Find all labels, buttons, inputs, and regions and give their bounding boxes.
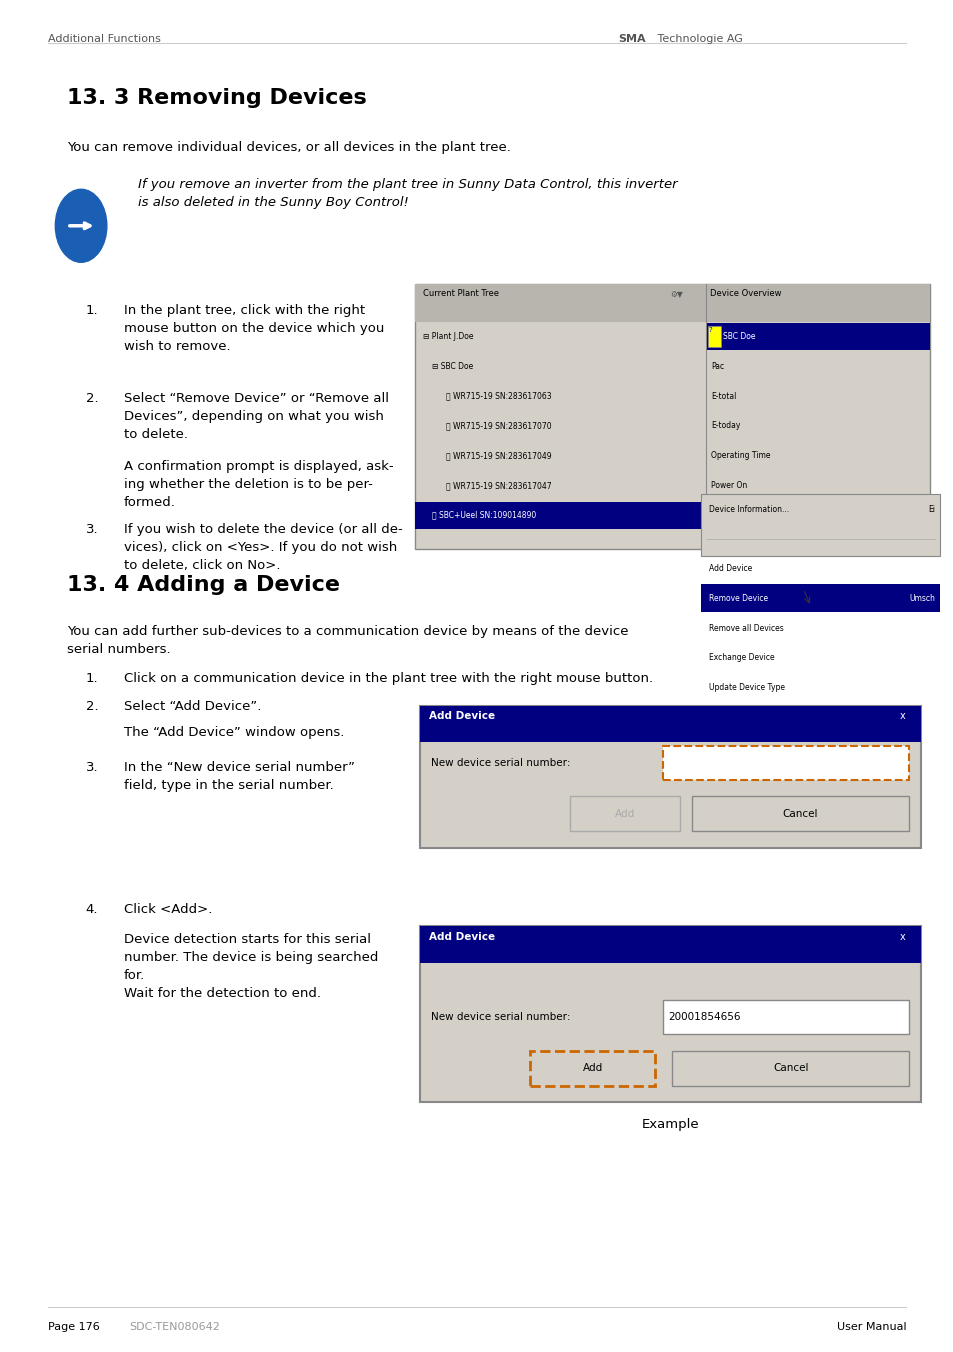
Text: 3.: 3.	[86, 761, 98, 775]
Bar	[415, 284, 705, 322]
Text: You can remove individual devices, or all devices in the plant tree.: You can remove individual devices, or al…	[67, 141, 510, 154]
Text: 20001854656: 20001854656	[667, 1013, 740, 1022]
Bar	[707, 326, 720, 347]
Text: Remove all Devices: Remove all Devices	[708, 623, 782, 633]
Circle shape	[55, 189, 107, 262]
Text: 💥 SBC+Ueel SN:109014890: 💥 SBC+Ueel SN:109014890	[432, 511, 536, 519]
Bar	[700, 584, 939, 612]
Text: SMA: SMA	[618, 34, 645, 43]
Text: 2.: 2.	[86, 392, 98, 406]
Text: Ei: Ei	[927, 504, 934, 514]
Text: Cancel: Cancel	[781, 808, 818, 819]
Bar	[662, 1000, 908, 1034]
Text: 💥 WR715-19 SN:283617070: 💥 WR715-19 SN:283617070	[445, 422, 551, 430]
Text: Power On: Power On	[710, 481, 746, 489]
Text: Page 176: Page 176	[48, 1322, 99, 1332]
Text: Add: Add	[615, 808, 635, 819]
Text: Click <Add>.: Click <Add>.	[124, 903, 213, 917]
Text: x: x	[899, 932, 904, 941]
Text: New device serial number:: New device serial number:	[431, 1011, 570, 1022]
Text: x: x	[899, 711, 904, 721]
Text: Current Plant Tree: Current Plant Tree	[422, 289, 498, 299]
Text: 💥 WR715-19 SN:283617047: 💥 WR715-19 SN:283617047	[445, 481, 551, 489]
Text: ⊟ SBC Doe: ⊟ SBC Doe	[432, 362, 473, 370]
Text: A confirmation prompt is displayed, ask-
ing whether the deletion is to be per-
: A confirmation prompt is displayed, ask-…	[124, 460, 394, 508]
Text: 13. 4 Adding a Device: 13. 4 Adding a Device	[67, 575, 339, 595]
Text: You can add further sub-devices to a communication device by means of the device: You can add further sub-devices to a com…	[67, 625, 628, 656]
Text: Add: Add	[582, 1063, 602, 1073]
Text: The “Add Device” window opens.: The “Add Device” window opens.	[124, 726, 344, 740]
Text: User Manual: User Manual	[836, 1322, 905, 1332]
Text: Operating Time: Operating Time	[710, 452, 769, 460]
Text: Device Overview: Device Overview	[709, 289, 781, 299]
Text: Add Device: Add Device	[708, 564, 751, 573]
Text: Update Device Type: Update Device Type	[708, 683, 784, 692]
Text: SBC Doe: SBC Doe	[722, 333, 755, 341]
Text: 1.: 1.	[86, 304, 98, 318]
Bar	[419, 706, 920, 848]
Bar	[705, 323, 929, 350]
Bar	[705, 284, 929, 322]
Text: Example: Example	[640, 1118, 699, 1132]
Bar	[419, 926, 920, 963]
Text: ⚙▼: ⚙▼	[669, 289, 681, 299]
Text: If you wish to delete the device (or all de-
vices), click on <Yes>. If you do n: If you wish to delete the device (or all…	[124, 523, 402, 572]
Text: E-total: E-total	[710, 392, 736, 400]
Text: Device detection starts for this serial
number. The device is being searched
for: Device detection starts for this serial …	[124, 933, 378, 1000]
Text: 3.: 3.	[86, 523, 98, 537]
Text: 💥 WR715-19 SN:283617063: 💥 WR715-19 SN:283617063	[445, 392, 551, 400]
Bar	[419, 706, 920, 742]
Bar	[415, 502, 705, 529]
Text: Cancel: Cancel	[772, 1063, 807, 1073]
Text: In the plant tree, click with the right
mouse button on the device which you
wis: In the plant tree, click with the right …	[124, 304, 384, 353]
Bar	[419, 926, 920, 1102]
Text: Serial Number: Serial Number	[710, 511, 765, 519]
Text: Select “Add Device”.: Select “Add Device”.	[124, 700, 261, 714]
Text: Add Device: Add Device	[429, 932, 495, 941]
Bar	[700, 495, 939, 556]
Text: Remove Device: Remove Device	[708, 594, 767, 603]
Text: 13. 3 Removing Devices: 13. 3 Removing Devices	[67, 88, 366, 108]
Text: In the “New device serial number”
field, type in the serial number.: In the “New device serial number” field,…	[124, 761, 355, 792]
Text: 2.: 2.	[86, 700, 98, 714]
Text: ⊟ Plant J.Doe: ⊟ Plant J.Doe	[422, 333, 473, 341]
Text: Add Device: Add Device	[429, 711, 495, 721]
Bar	[415, 284, 929, 549]
Text: Technologie AG: Technologie AG	[654, 34, 742, 43]
Text: ?: ?	[708, 327, 712, 333]
Text: Umsch: Umsch	[908, 594, 934, 603]
FancyBboxPatch shape	[662, 746, 908, 780]
Text: Device Information...: Device Information...	[708, 504, 788, 514]
Text: Exchange Device: Exchange Device	[708, 653, 774, 662]
Text: 1.: 1.	[86, 672, 98, 685]
Bar	[672, 1051, 908, 1086]
Text: Select “Remove Device” or “Remove all
Devices”, depending on what you wish
to de: Select “Remove Device” or “Remove all De…	[124, 392, 389, 441]
Bar	[569, 796, 679, 831]
Bar	[691, 796, 908, 831]
Text: If you remove an inverter from the plant tree in Sunny Data Control, this invert: If you remove an inverter from the plant…	[138, 178, 678, 210]
Text: 💥 WR715-19 SN:283617049: 💥 WR715-19 SN:283617049	[445, 452, 551, 460]
Text: SDC-TEN080642: SDC-TEN080642	[129, 1322, 219, 1332]
Text: Pac: Pac	[710, 362, 723, 370]
FancyBboxPatch shape	[529, 1051, 655, 1086]
Text: E-today: E-today	[710, 422, 740, 430]
Text: Additional Functions: Additional Functions	[48, 34, 160, 43]
Text: Mode: Mode	[710, 541, 731, 549]
Text: Click on a communication device in the plant tree with the right mouse button.: Click on a communication device in the p…	[124, 672, 653, 685]
Text: 4.: 4.	[86, 903, 98, 917]
Text: New device serial number:: New device serial number:	[431, 757, 570, 768]
